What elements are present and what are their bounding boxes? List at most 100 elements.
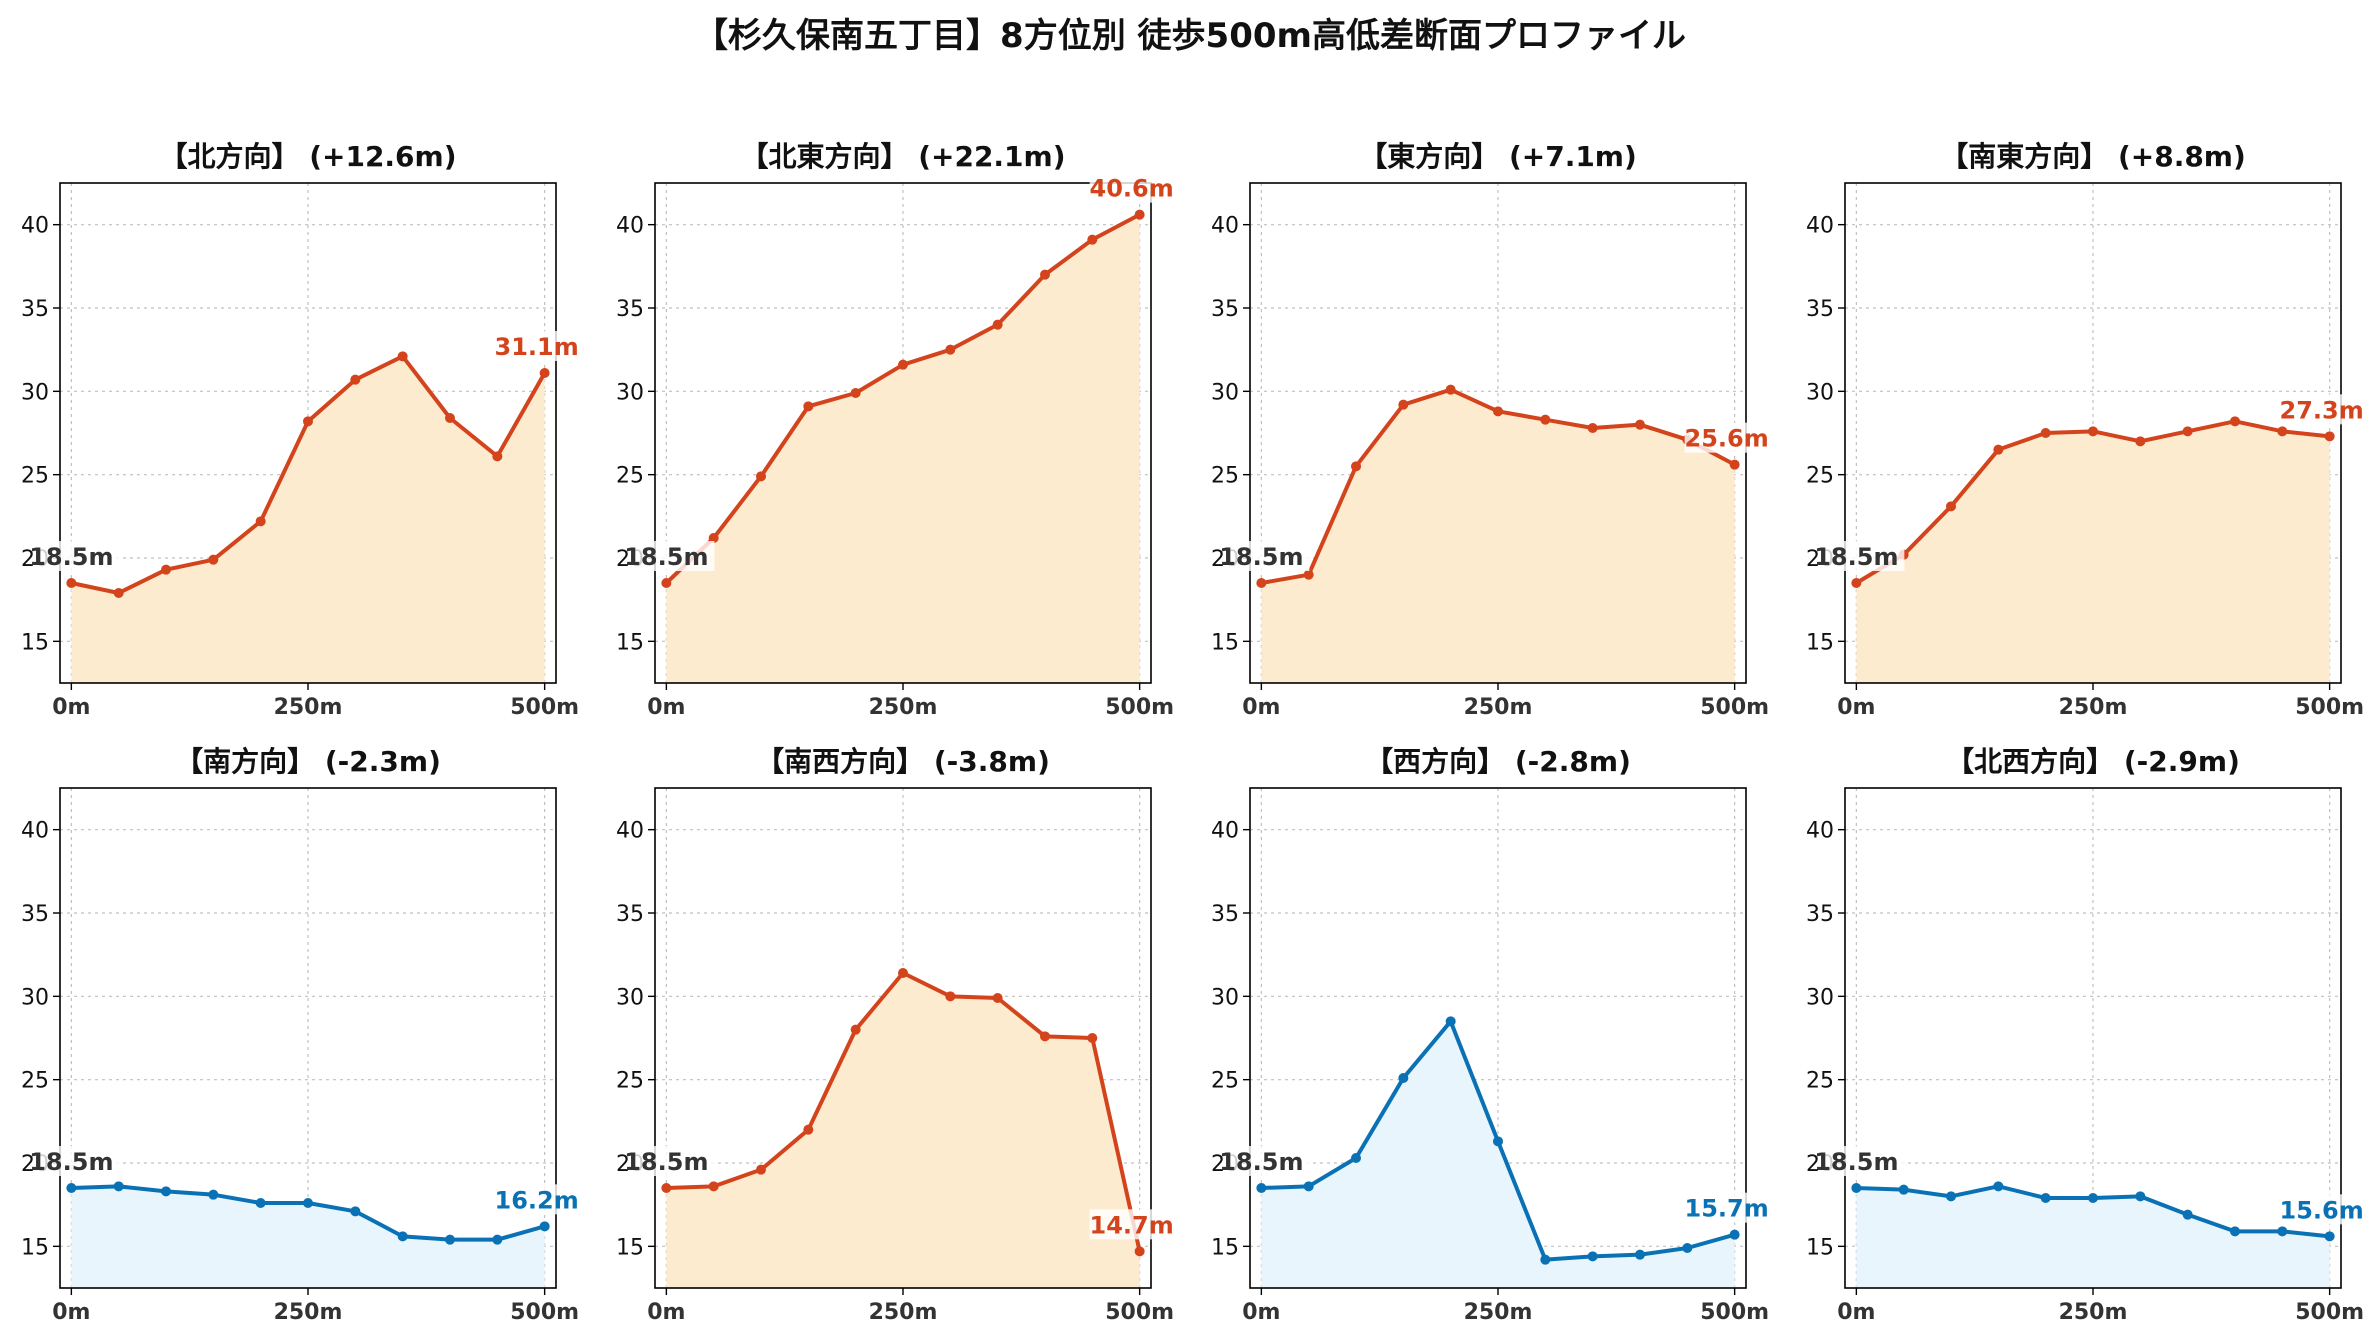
y-tick-label: 25: [1806, 1069, 1834, 1094]
x-tick-label: 250m: [1464, 1300, 1533, 1325]
y-tick-label: 25: [21, 1069, 49, 1094]
start-label-bg: [632, 541, 715, 571]
y-tick-label: 35: [1211, 902, 1239, 927]
panel-title: 【西方向】 (-2.8m): [1365, 745, 1631, 778]
data-point: [2182, 426, 2193, 437]
panel-title: 【北東方向】 (+22.1m): [740, 140, 1065, 173]
data-point: [1540, 414, 1551, 425]
y-tick-label: 40: [1806, 214, 1834, 239]
data-point: [2182, 1209, 2193, 1220]
data-point: [1993, 1181, 2004, 1192]
y-tick-label: 30: [1211, 985, 1239, 1010]
data-point: [113, 1181, 124, 1192]
data-point: [1087, 1033, 1098, 1043]
y-tick-label: 15: [21, 1235, 49, 1260]
end-label-bg: [2279, 1194, 2364, 1225]
data-point: [303, 416, 313, 427]
data-point: [708, 1181, 719, 1192]
data-point: [161, 564, 172, 575]
data-point: [661, 1183, 672, 1193]
x-tick-label: 0m: [647, 695, 685, 720]
data-point: [2229, 416, 2240, 427]
y-tick-label: 40: [1211, 819, 1239, 844]
area-fill: [71, 1186, 545, 1288]
data-point: [1398, 399, 1409, 410]
y-tick-label: 25: [1806, 464, 1834, 489]
x-tick-label: 250m: [274, 695, 343, 720]
end-label-bg: [2279, 394, 2364, 425]
panel-title: 【南西方向】 (-3.8m): [756, 745, 1050, 778]
data-point: [1398, 1073, 1409, 1083]
y-tick-label: 15: [21, 630, 49, 655]
start-value-label: 18.5m: [29, 1148, 113, 1176]
y-tick-label: 15: [1211, 630, 1239, 655]
panel-title: 【南方向】 (-2.3m): [175, 745, 441, 778]
y-tick-label: 40: [1806, 819, 1834, 844]
start-label-bg: [1822, 541, 1905, 571]
data-point: [850, 388, 861, 398]
x-tick-label: 250m: [869, 1300, 938, 1325]
area-fill: [666, 973, 1140, 1288]
data-point: [2040, 1193, 2051, 1203]
data-point: [113, 588, 124, 598]
data-point: [850, 1024, 861, 1035]
start-label-bg: [37, 541, 120, 571]
area-fill: [666, 214, 1140, 683]
end-label-bg: [1684, 1192, 1769, 1223]
end-label-bg: [494, 1184, 579, 1215]
end-value-label: 40.6m: [1090, 175, 1174, 203]
data-point: [1946, 1191, 1957, 1202]
data-point: [2229, 1226, 2240, 1237]
start-value-label: 18.5m: [29, 543, 113, 571]
data-point: [1134, 209, 1145, 220]
end-label-bg: [1089, 1209, 1174, 1240]
data-point: [945, 991, 956, 1002]
y-tick-label: 15: [1806, 1235, 1834, 1260]
data-point: [66, 1183, 77, 1193]
data-point: [2135, 436, 2146, 447]
data-point: [1039, 1031, 1050, 1042]
panel-title: 【北方向】 (+12.6m): [159, 140, 456, 173]
y-tick-label: 35: [21, 297, 49, 322]
y-tick-label: 40: [21, 819, 49, 844]
y-tick-label: 25: [616, 464, 644, 489]
x-tick-label: 250m: [2059, 695, 2128, 720]
y-tick-label: 35: [21, 902, 49, 927]
data-point: [444, 413, 455, 423]
data-point: [803, 401, 814, 412]
data-point: [2324, 1231, 2335, 1242]
area-fill: [1261, 389, 1735, 683]
y-tick-label: 35: [616, 297, 644, 322]
x-tick-label: 500m: [1700, 1300, 1769, 1325]
data-point: [1587, 423, 1598, 433]
y-tick-label: 40: [616, 214, 644, 239]
end-value-label: 15.7m: [1685, 1195, 1769, 1223]
x-tick-label: 500m: [510, 695, 579, 720]
x-tick-label: 0m: [52, 1300, 90, 1325]
x-tick-label: 250m: [274, 1300, 343, 1325]
data-point: [255, 516, 266, 527]
data-point: [1256, 1183, 1267, 1193]
data-point: [992, 993, 1003, 1003]
y-tick-label: 15: [616, 630, 644, 655]
data-point: [2088, 426, 2098, 437]
end-value-label: 16.2m: [495, 1186, 579, 1214]
x-tick-label: 0m: [1242, 1300, 1280, 1325]
data-point: [2135, 1191, 2146, 1202]
y-tick-label: 35: [616, 902, 644, 927]
data-point: [397, 351, 408, 362]
x-tick-label: 500m: [1700, 695, 1769, 720]
data-point: [2040, 428, 2051, 438]
start-label-bg: [1822, 1146, 1905, 1176]
end-value-label: 31.1m: [495, 333, 579, 361]
data-point: [661, 578, 672, 588]
y-tick-label: 15: [1211, 1235, 1239, 1260]
data-point: [208, 554, 219, 565]
x-tick-label: 500m: [1105, 1300, 1174, 1325]
panel-title: 【北西方向】 (-2.9m): [1946, 745, 2240, 778]
data-point: [1993, 444, 2004, 455]
